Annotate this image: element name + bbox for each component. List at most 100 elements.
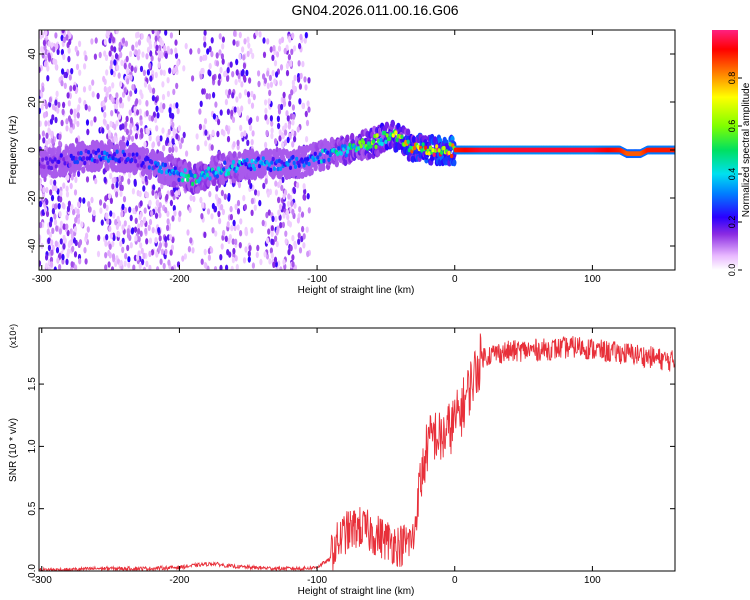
noise-speckle [123, 260, 127, 267]
noise-speckle [277, 209, 281, 216]
noise-speckle [217, 210, 221, 218]
noise-speckle [203, 248, 207, 256]
noise-speckle [244, 89, 248, 96]
noise-speckle [143, 81, 148, 88]
noise-speckle [303, 194, 307, 201]
noise-speckle [277, 108, 282, 115]
noise-speckle [129, 123, 133, 130]
noise-speckle [57, 101, 61, 109]
noise-speckle [147, 84, 151, 91]
ridge-core [127, 152, 131, 157]
ridge-core [437, 148, 441, 153]
noise-speckle [252, 93, 256, 101]
ridge-core [326, 150, 330, 155]
ridge-halo [303, 170, 309, 178]
noise-speckle [74, 45, 78, 53]
noise-speckle [169, 48, 173, 55]
noise-speckle [271, 54, 275, 61]
noise-speckle [138, 108, 142, 115]
noise-speckle [145, 100, 149, 107]
noise-speckle [150, 249, 155, 256]
noise-speckle [138, 190, 142, 198]
noise-speckle [178, 210, 182, 217]
noise-speckle [110, 68, 114, 76]
noise-speckle [233, 106, 237, 113]
noise-speckle [63, 71, 67, 79]
ridge-core [345, 149, 350, 154]
noise-speckle [50, 132, 54, 139]
ridge-halo [411, 135, 417, 144]
top-x-tick-label: -300 [32, 274, 52, 285]
noise-speckle [139, 119, 143, 126]
ridge-core [51, 159, 55, 164]
noise-speckle [157, 61, 161, 69]
noise-speckle [236, 107, 240, 114]
noise-speckle [41, 130, 46, 137]
ridge-core [94, 150, 98, 156]
noise-speckle [70, 68, 74, 75]
bottom-scale-label: (x10⁴) [8, 324, 18, 348]
ridge-core [42, 164, 46, 170]
noise-speckle [47, 138, 51, 145]
noise-speckle [215, 60, 220, 67]
noise-speckle [290, 89, 294, 96]
noise-speckle [288, 93, 292, 101]
noise-speckle [296, 217, 300, 224]
noise-speckle [149, 75, 153, 82]
noise-speckle [164, 235, 168, 243]
ridge-core [384, 139, 388, 144]
noise-speckle [279, 64, 284, 71]
noise-speckle [271, 69, 275, 77]
noise-speckle [92, 209, 96, 217]
ridge-core [85, 156, 89, 161]
ridge-core [375, 133, 379, 138]
noise-speckle [282, 100, 287, 107]
colorbar-tick-label: 0.2 [727, 216, 737, 229]
noise-speckle [131, 84, 135, 91]
noise-speckle [267, 209, 271, 216]
noise-speckle [220, 204, 224, 211]
noise-speckle [211, 227, 215, 234]
noise-speckle [292, 113, 296, 121]
noise-speckle [298, 247, 303, 254]
noise-speckle [103, 50, 107, 57]
noise-speckle [128, 171, 132, 179]
heatmap-area [39, 30, 675, 270]
noise-speckle [76, 120, 80, 128]
ridge-core [316, 155, 320, 160]
ridge-core [104, 156, 108, 161]
noise-speckle [83, 247, 87, 254]
noise-speckle [251, 130, 255, 137]
ridge-core [380, 141, 384, 147]
noise-speckle [216, 130, 220, 138]
ridge-core [313, 151, 317, 156]
ridge-core [394, 130, 398, 135]
noise-speckle [85, 232, 89, 239]
ridge-core [267, 162, 271, 167]
noise-speckle [109, 120, 113, 128]
noise-speckle [142, 266, 147, 270]
noise-speckle [42, 137, 46, 144]
noise-speckle [78, 40, 82, 47]
noise-speckle [212, 113, 216, 120]
noise-speckle [175, 82, 179, 90]
ridge-core [93, 158, 97, 164]
noise-speckle [140, 220, 144, 228]
noise-speckle [69, 108, 73, 115]
noise-speckle [144, 227, 148, 235]
noise-speckle [272, 261, 276, 268]
noise-speckle [104, 195, 108, 202]
noise-speckle [291, 32, 295, 39]
noise-speckle [229, 213, 233, 221]
noise-speckle [268, 89, 272, 97]
noise-speckle [235, 40, 239, 47]
noise-speckle [282, 193, 286, 200]
noise-speckle [188, 206, 192, 214]
noise-speckle [111, 36, 116, 44]
noise-speckle [134, 205, 139, 212]
noise-speckle [127, 178, 131, 185]
noise-speckle [266, 70, 270, 77]
noise-speckle [82, 197, 86, 204]
ridge-core [48, 157, 52, 162]
noise-speckle [148, 250, 152, 258]
